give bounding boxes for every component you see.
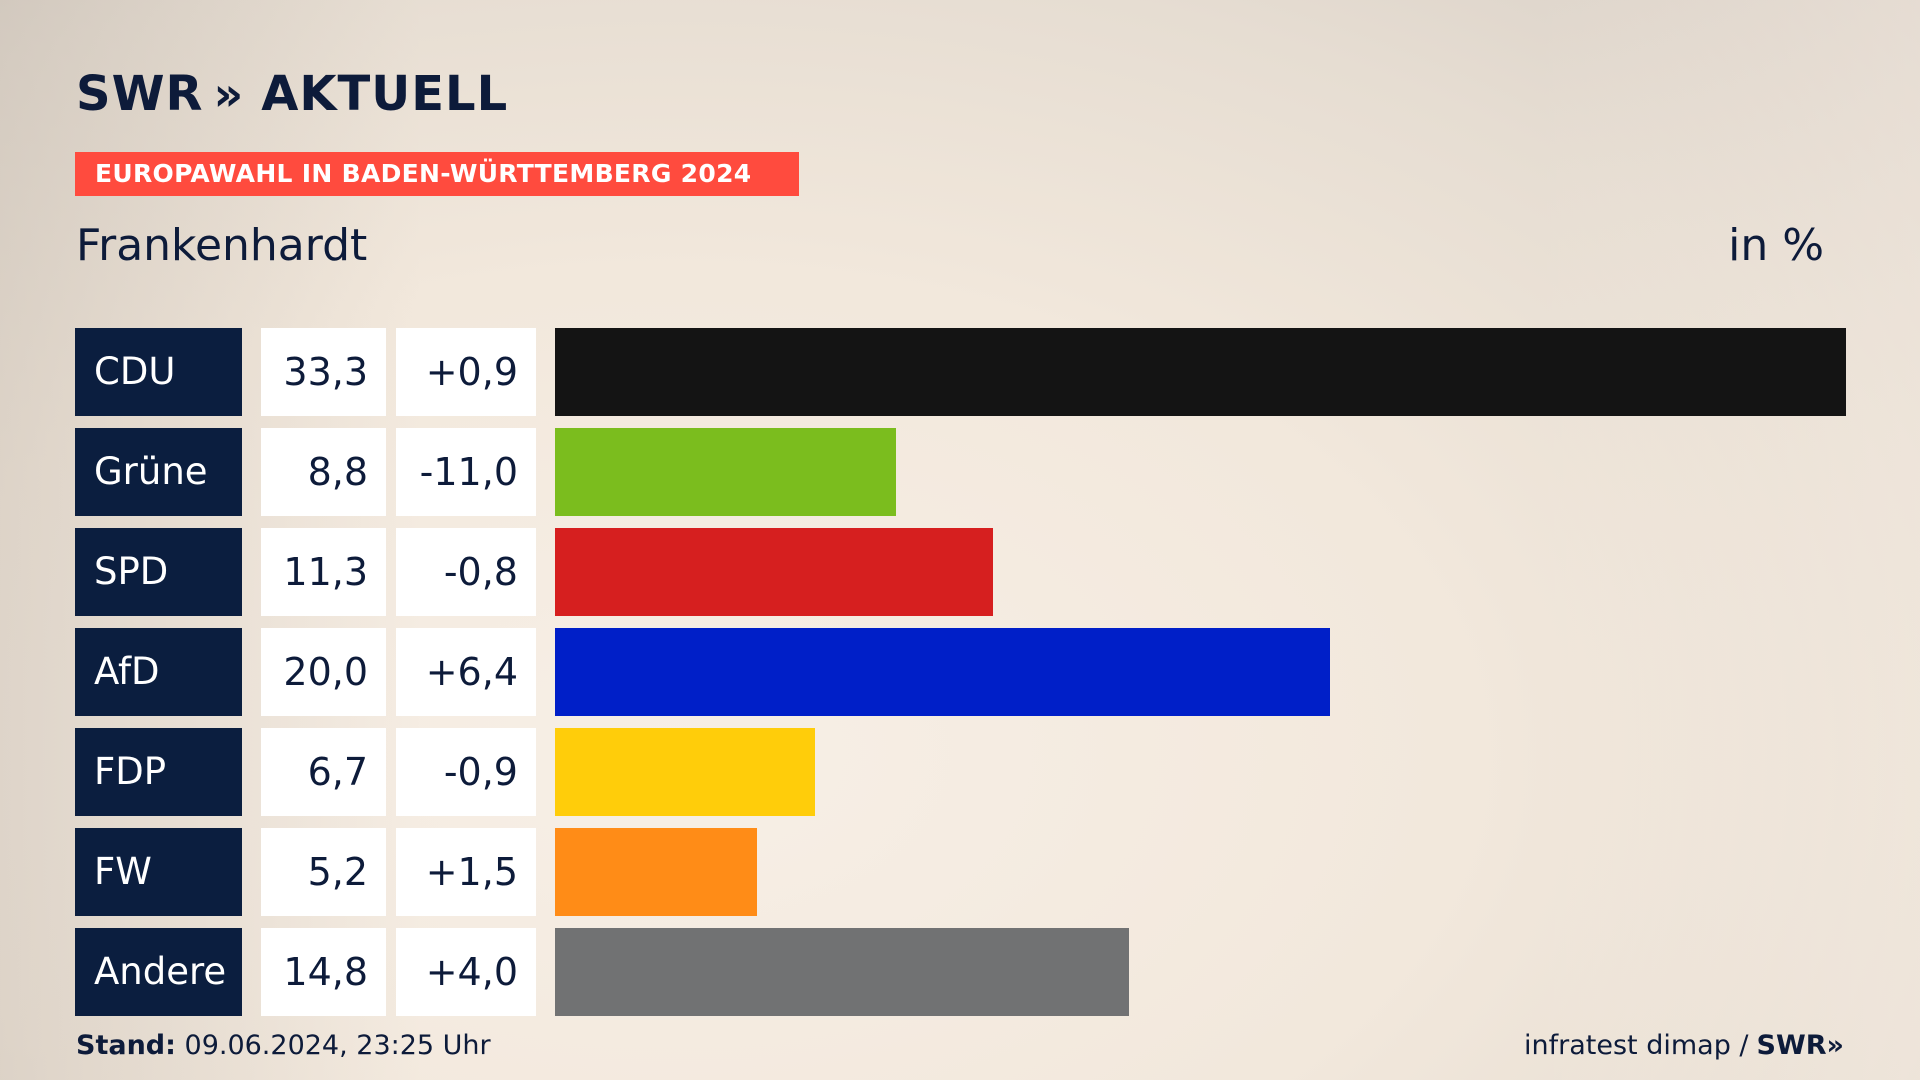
result-row: Grüne 8,8 -11,0 bbox=[75, 428, 1846, 516]
result-row: CDU 33,3 +0,9 bbox=[75, 328, 1846, 416]
vote-share-value: 20,0 bbox=[261, 628, 386, 716]
vote-share-value: 33,3 bbox=[261, 328, 386, 416]
change-value: -0,9 bbox=[396, 728, 536, 816]
result-row: AfD 20,0 +6,4 bbox=[75, 628, 1846, 716]
result-bar bbox=[555, 628, 1330, 716]
brand-name: SWR bbox=[76, 66, 204, 122]
vote-share-value: 11,3 bbox=[261, 528, 386, 616]
result-row: Andere 14,8 +4,0 bbox=[75, 928, 1846, 1016]
change-value: +1,5 bbox=[396, 828, 536, 916]
result-row: FW 5,2 +1,5 bbox=[75, 828, 1846, 916]
swr-aktuell-logo: SWR » AKTUELL bbox=[76, 66, 508, 122]
result-row: SPD 11,3 -0,8 bbox=[75, 528, 1846, 616]
vote-share-value: 5,2 bbox=[261, 828, 386, 916]
result-bar bbox=[555, 528, 993, 616]
election-banner: EUROPAWAHL IN BADEN-WÜRTTEMBERG 2024 bbox=[75, 152, 799, 196]
result-row: FDP 6,7 -0,9 bbox=[75, 728, 1846, 816]
change-value: +6,4 bbox=[396, 628, 536, 716]
source-label: infratest dimap / bbox=[1524, 1030, 1749, 1061]
source-brand-logo: SWR» bbox=[1756, 1030, 1844, 1061]
party-label: CDU bbox=[75, 328, 242, 416]
stand-value: 09.06.2024, 23:25 Uhr bbox=[184, 1030, 491, 1061]
result-bar bbox=[555, 828, 757, 916]
party-label: Andere bbox=[75, 928, 242, 1016]
place-title: Frankenhardt bbox=[76, 220, 368, 271]
change-value: -11,0 bbox=[396, 428, 536, 516]
vote-share-value: 14,8 bbox=[261, 928, 386, 1016]
vote-share-value: 6,7 bbox=[261, 728, 386, 816]
source-credit: infratest dimap / SWR» bbox=[1524, 1030, 1844, 1061]
result-bar bbox=[555, 728, 815, 816]
party-label: SPD bbox=[75, 528, 242, 616]
change-value: +4,0 bbox=[396, 928, 536, 1016]
result-bar bbox=[555, 328, 1846, 416]
vote-share-value: 8,8 bbox=[261, 428, 386, 516]
party-label: Grüne bbox=[75, 428, 242, 516]
change-value: -0,8 bbox=[396, 528, 536, 616]
result-bar bbox=[555, 928, 1129, 1016]
party-label: FDP bbox=[75, 728, 242, 816]
party-label: AfD bbox=[75, 628, 242, 716]
result-bar bbox=[555, 428, 896, 516]
party-label: FW bbox=[75, 828, 242, 916]
unit-label: in % bbox=[1728, 220, 1824, 271]
brand-suffix: AKTUELL bbox=[261, 66, 509, 122]
timestamp: Stand: 09.06.2024, 23:25 Uhr bbox=[76, 1030, 491, 1061]
stand-label: Stand: bbox=[76, 1030, 176, 1061]
change-value: +0,9 bbox=[396, 328, 536, 416]
